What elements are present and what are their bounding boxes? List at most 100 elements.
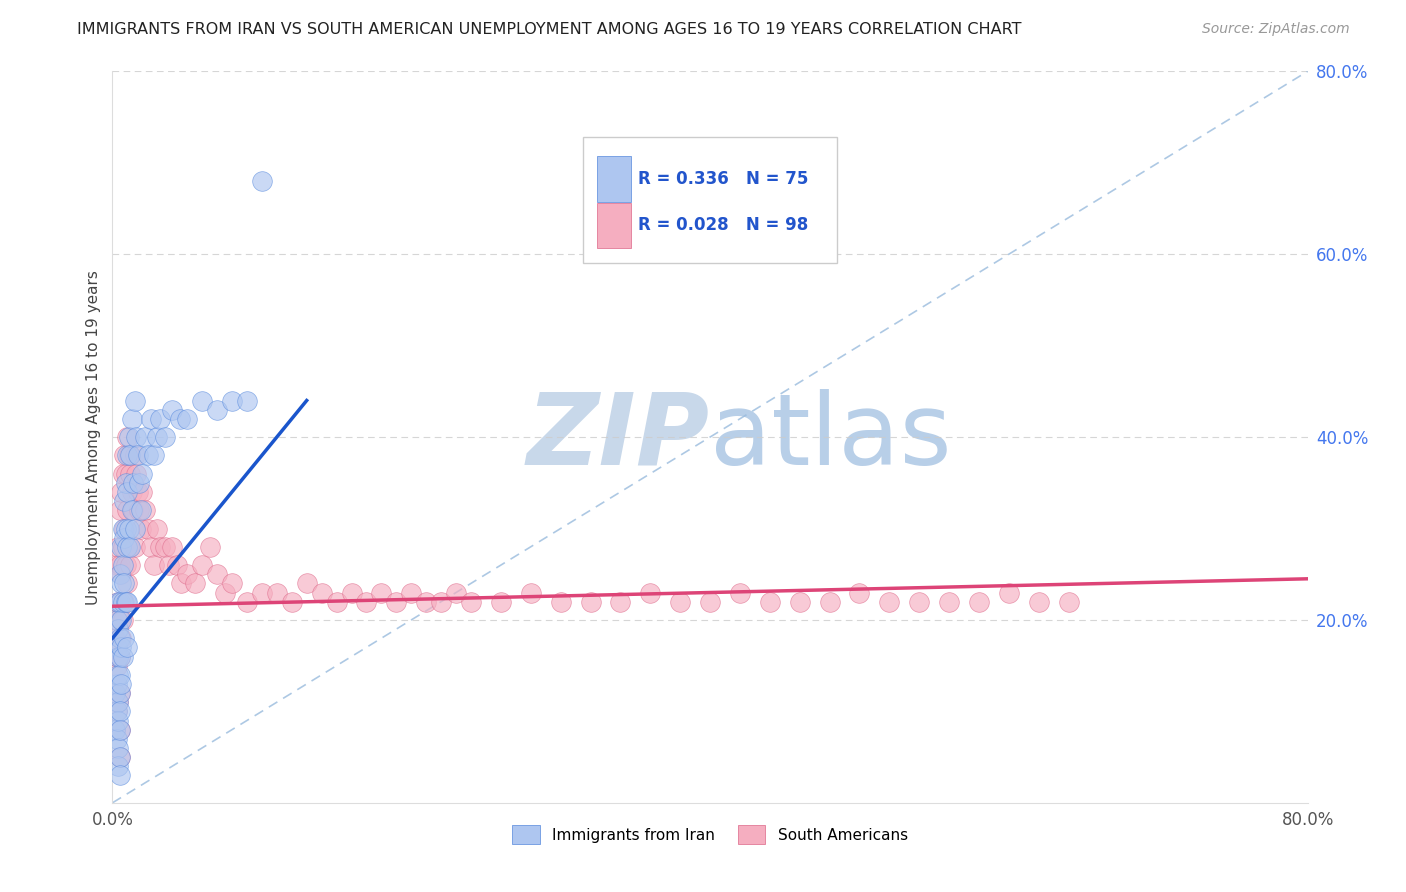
- Point: [728, 585, 751, 599]
- Point: [117, 576, 139, 591]
- Point: [114, 494, 135, 508]
- Point: [444, 585, 467, 599]
- Point: [221, 576, 243, 591]
- Text: ZIP: ZIP: [527, 389, 710, 485]
- Point: [281, 594, 304, 608]
- Point: [104, 723, 127, 737]
- Point: [108, 503, 131, 517]
- Point: [131, 467, 153, 481]
- Point: [214, 585, 236, 599]
- Point: [110, 540, 132, 554]
- Point: [191, 393, 214, 408]
- Point: [129, 503, 152, 517]
- Point: [105, 705, 128, 719]
- Point: [266, 585, 288, 599]
- Point: [117, 430, 139, 444]
- Point: [128, 475, 150, 490]
- Point: [104, 686, 127, 700]
- Point: [236, 393, 259, 408]
- Point: [128, 503, 150, 517]
- Point: [110, 485, 132, 500]
- Point: [967, 594, 990, 608]
- Point: [115, 521, 138, 535]
- Point: [114, 576, 135, 591]
- Point: [108, 768, 131, 782]
- Point: [401, 585, 423, 599]
- Point: [108, 705, 131, 719]
- Point: [138, 521, 160, 535]
- Point: [105, 613, 128, 627]
- Point: [1028, 594, 1050, 608]
- Point: [107, 695, 129, 709]
- Point: [176, 567, 198, 582]
- Point: [108, 613, 131, 627]
- Point: [117, 640, 139, 655]
- Point: [111, 594, 134, 608]
- Text: IMMIGRANTS FROM IRAN VS SOUTH AMERICAN UNEMPLOYMENT AMONG AGES 16 TO 19 YEARS CO: IMMIGRANTS FROM IRAN VS SOUTH AMERICAN U…: [77, 22, 1022, 37]
- Point: [134, 503, 156, 517]
- Point: [122, 475, 145, 490]
- Point: [108, 750, 131, 764]
- Point: [157, 558, 180, 573]
- Point: [879, 594, 901, 608]
- Point: [818, 594, 841, 608]
- Point: [176, 412, 198, 426]
- Point: [108, 686, 131, 700]
- Point: [848, 585, 870, 599]
- Point: [759, 594, 782, 608]
- Point: [430, 594, 453, 608]
- Point: [520, 585, 543, 599]
- Point: [108, 723, 131, 737]
- Point: [149, 540, 172, 554]
- Point: [153, 540, 176, 554]
- Point: [107, 540, 129, 554]
- Point: [108, 558, 131, 573]
- Point: [1057, 594, 1080, 608]
- Point: [107, 695, 129, 709]
- Point: [124, 540, 146, 554]
- Point: [124, 448, 146, 462]
- Point: [295, 576, 318, 591]
- Point: [146, 430, 169, 444]
- Point: [789, 594, 811, 608]
- Point: [460, 594, 482, 608]
- Point: [908, 594, 931, 608]
- Point: [107, 594, 129, 608]
- Point: [998, 585, 1021, 599]
- Point: [198, 540, 221, 554]
- Point: [105, 731, 128, 746]
- Point: [111, 613, 134, 627]
- Point: [250, 174, 273, 188]
- Y-axis label: Unemployment Among Ages 16 to 19 years: Unemployment Among Ages 16 to 19 years: [86, 269, 101, 605]
- Point: [111, 558, 134, 573]
- Point: [415, 594, 437, 608]
- Point: [138, 448, 160, 462]
- Point: [938, 594, 960, 608]
- Point: [134, 430, 156, 444]
- Point: [120, 558, 142, 573]
- Point: [550, 594, 572, 608]
- Point: [108, 750, 131, 764]
- Point: [127, 448, 149, 462]
- Point: [118, 521, 141, 535]
- Point: [191, 558, 214, 573]
- Text: atlas: atlas: [710, 389, 952, 485]
- Point: [118, 448, 141, 462]
- Point: [105, 658, 128, 673]
- Point: [105, 640, 128, 655]
- Point: [110, 640, 132, 655]
- Text: Source: ZipAtlas.com: Source: ZipAtlas.com: [1202, 22, 1350, 37]
- Point: [108, 649, 131, 664]
- Point: [146, 521, 169, 535]
- Point: [121, 412, 143, 426]
- Point: [205, 402, 228, 417]
- Point: [121, 503, 143, 517]
- Point: [579, 594, 602, 608]
- Point: [143, 558, 166, 573]
- Point: [115, 594, 138, 608]
- Point: [124, 521, 146, 535]
- Point: [143, 448, 166, 462]
- Point: [153, 430, 176, 444]
- Point: [127, 485, 149, 500]
- Point: [114, 448, 135, 462]
